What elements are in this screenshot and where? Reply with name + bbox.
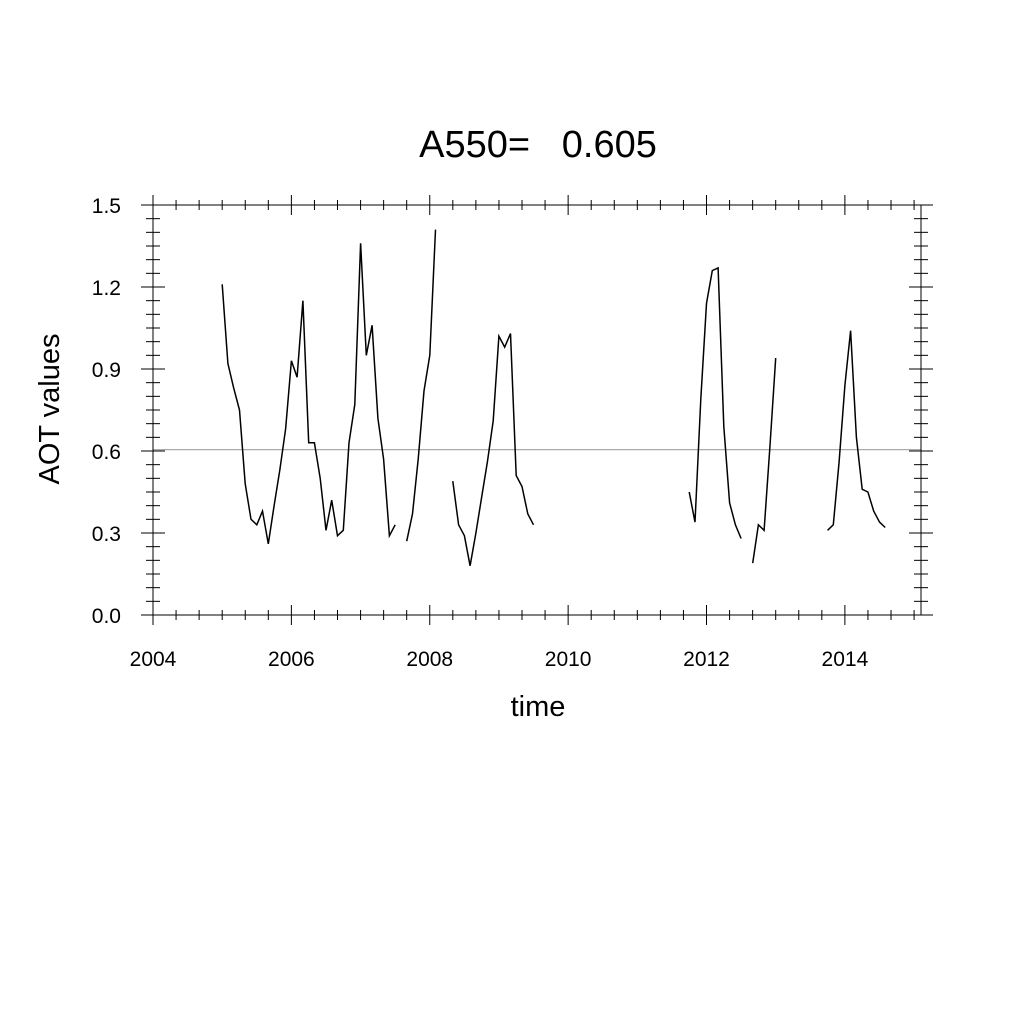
series-segment-6 <box>827 330 886 531</box>
y-tick-label: 0.0 <box>92 605 121 628</box>
series-segment-4 <box>688 266 742 539</box>
y-axis-label: AOT values <box>34 334 66 485</box>
x-axis-label: time <box>511 691 566 723</box>
x-tick-label: 2008 <box>406 648 453 671</box>
plot-frame <box>152 204 922 616</box>
y-tick-label: 0.3 <box>92 523 121 546</box>
x-tick-label: 2006 <box>268 648 315 671</box>
x-tick-label: 2010 <box>545 648 592 671</box>
series-segment-2 <box>405 229 437 542</box>
series-segment-1 <box>221 243 396 545</box>
y-tick-label: 1.2 <box>92 277 121 300</box>
tick-labels-layer: 2004 2006 2008 2010 2012 2014 0.0 0.3 0.6 0.9 1.2 1… <box>92 195 869 671</box>
series-layer <box>221 229 886 566</box>
series-segment-3 <box>452 333 535 566</box>
y-tick-label: 0.9 <box>92 359 121 382</box>
x-tick-label: 2004 <box>130 648 177 671</box>
series-segment-5 <box>751 358 777 564</box>
chart-title: A550= 0.605 <box>419 124 657 166</box>
x-tick-label: 2012 <box>683 648 730 671</box>
y-tick-label: 1.5 <box>92 195 121 218</box>
x-tick-label: 2014 <box>822 648 869 671</box>
y-tick-label: 0.6 <box>92 441 121 464</box>
